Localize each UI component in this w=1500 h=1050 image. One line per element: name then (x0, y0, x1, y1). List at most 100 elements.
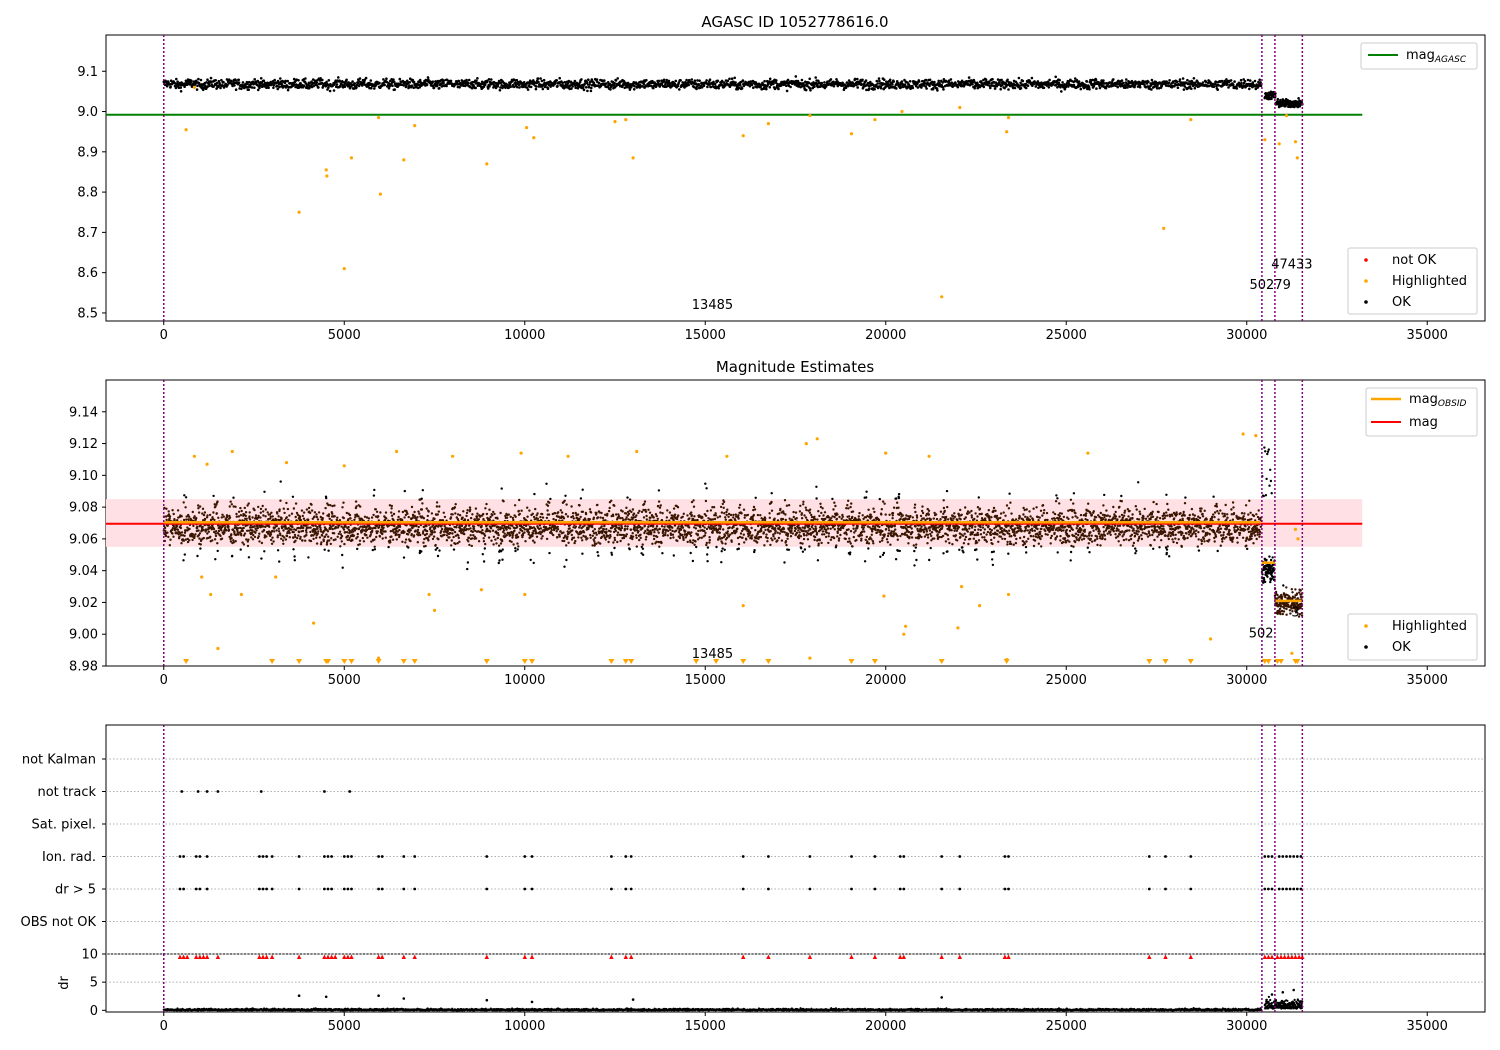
legend-bottom[interactable]: not OK Highlighted OK (1347, 247, 1478, 315)
ok-point (480, 80, 484, 84)
ok-point (322, 539, 325, 543)
ok-point (197, 529, 200, 532)
ok-point (214, 532, 217, 535)
ok-point (581, 510, 585, 513)
ok-point (419, 533, 422, 537)
ok-point (390, 504, 393, 508)
ok-point (469, 527, 472, 530)
ok-point (382, 78, 385, 81)
ok-point (248, 511, 251, 514)
ok-point (276, 534, 280, 537)
y-tick-label: 9.1 (77, 65, 98, 80)
ok-point (498, 88, 502, 92)
ok-point (381, 537, 384, 540)
ok-point (273, 78, 277, 82)
ok-point (468, 543, 471, 547)
ok-point (360, 530, 364, 533)
ok-point (379, 511, 382, 514)
ok-point (1138, 85, 1142, 89)
ok-point (216, 549, 219, 553)
ok-point (458, 514, 462, 517)
ok-point (1248, 87, 1251, 91)
ok-point (183, 534, 186, 537)
ok-point (220, 78, 223, 82)
ok-point (471, 537, 474, 540)
ok-point (282, 529, 285, 532)
ok-point (470, 86, 474, 90)
ok-point (230, 537, 233, 540)
ok-point (253, 86, 256, 89)
ok-point (237, 78, 240, 82)
ok-point (290, 528, 293, 531)
ok-point (254, 531, 257, 534)
observation-annotation: 13485 (692, 298, 733, 313)
ok-point (269, 533, 273, 536)
ok-point (532, 515, 536, 519)
ok-point (552, 533, 555, 537)
ok-point (410, 533, 413, 536)
ok-point (493, 512, 496, 516)
ok-point (316, 518, 320, 521)
ok-point (867, 87, 871, 91)
ok-point (361, 536, 364, 540)
ok-point (604, 82, 608, 85)
ok-point (1253, 79, 1257, 83)
ok-point (613, 82, 616, 85)
ok-point (212, 494, 215, 498)
ok-point (982, 85, 986, 89)
ok-point (820, 81, 824, 85)
ok-point (373, 488, 376, 492)
ok-point (1026, 84, 1030, 87)
ok-point (286, 79, 290, 83)
ok-point (328, 539, 331, 542)
ok-point (451, 513, 454, 516)
ok-point (259, 507, 263, 511)
ok-point (489, 530, 492, 533)
ok-point (266, 511, 269, 514)
ok-point (296, 536, 299, 540)
highlighted-point (1277, 142, 1281, 146)
ok-point (521, 529, 524, 533)
ok-point (639, 536, 642, 540)
ok-point (996, 78, 1000, 81)
ok-point (308, 86, 311, 90)
ok-point (280, 537, 283, 540)
ok-point (260, 541, 264, 545)
ok-point (450, 544, 453, 547)
ok-point (566, 515, 570, 518)
ok-point (463, 518, 467, 522)
ok-point (540, 537, 543, 540)
ok-point (587, 78, 590, 81)
legend-top[interactable]: magAGASC (1360, 42, 1478, 70)
ok-point (498, 559, 501, 562)
ok-point (348, 513, 352, 517)
ok-point (542, 78, 546, 82)
ok-point (387, 545, 390, 549)
ok-point (341, 553, 344, 557)
ok-point (622, 536, 626, 540)
ok-point (554, 518, 558, 522)
ok-point (469, 516, 473, 520)
ok-point (321, 516, 324, 520)
ok-point (1229, 79, 1233, 82)
ok-point (257, 505, 260, 509)
ok-point (595, 542, 598, 545)
ok-point (301, 529, 305, 533)
ok-point (250, 536, 253, 539)
ok-point (166, 531, 169, 534)
ok-point (243, 506, 246, 510)
ok-point (168, 517, 171, 520)
ok-point (387, 87, 391, 90)
ok-point (454, 503, 457, 506)
ok-point (629, 528, 633, 531)
ok-point (384, 511, 388, 514)
ok-point (410, 84, 414, 87)
ok-point (988, 82, 991, 85)
ok-point (393, 524, 396, 528)
ok-point (545, 482, 548, 485)
ok-point (191, 510, 194, 514)
ok-point (511, 516, 515, 520)
ok-point (601, 516, 605, 520)
ok-point (474, 86, 478, 90)
ok-point (338, 530, 342, 533)
